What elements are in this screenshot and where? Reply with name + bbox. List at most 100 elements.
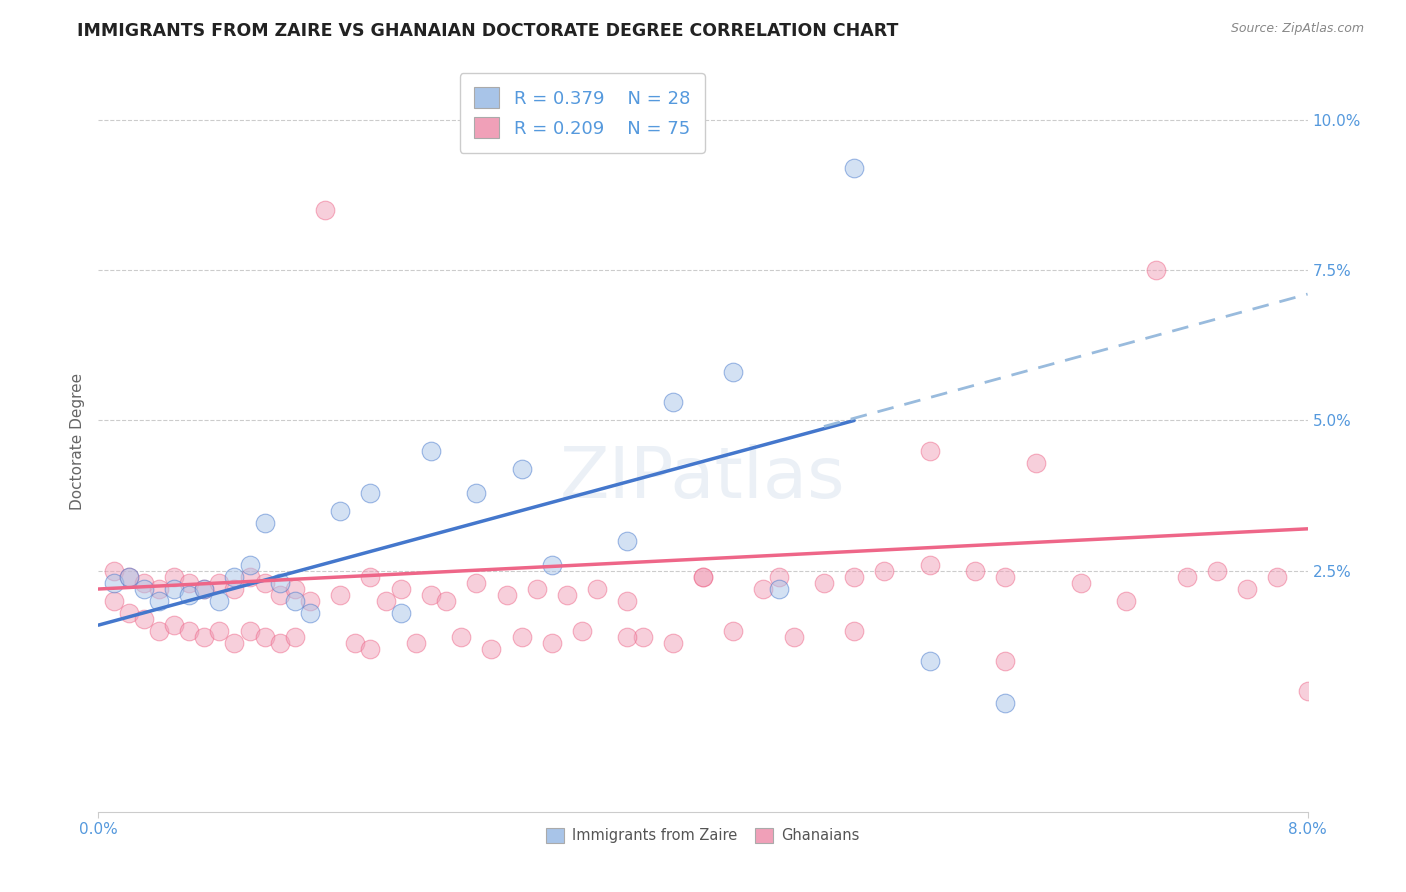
Point [540,636,562,650]
Point [163,570,186,584]
Point [269,636,291,650]
Point [329,588,352,602]
Point [193,630,215,644]
Point [208,594,231,608]
Point [1175,570,1198,584]
Point [344,636,367,650]
Point [1267,570,1289,584]
Point [450,630,472,644]
Point [1206,564,1229,578]
Point [1070,576,1092,591]
Point [586,582,609,596]
Point [495,588,517,602]
Point [103,564,125,578]
Point [118,570,141,584]
Point [179,576,201,591]
Point [239,558,262,572]
Point [389,582,412,596]
Point [994,570,1017,584]
Point [148,582,170,596]
Point [253,576,276,591]
Point [692,570,714,584]
Text: IMMIGRANTS FROM ZAIRE VS GHANAIAN DOCTORATE DEGREE CORRELATION CHART: IMMIGRANTS FROM ZAIRE VS GHANAIAN DOCTOR… [77,22,898,40]
Point [253,630,276,644]
Point [723,624,745,639]
Point [132,576,155,591]
Point [616,630,638,644]
Point [239,570,262,584]
Point [526,582,548,596]
Point [103,594,125,608]
Point [269,576,291,591]
Point [873,564,896,578]
Point [844,161,866,175]
Point [224,636,246,650]
Point [723,365,745,379]
Point [1296,684,1319,698]
Point [269,588,291,602]
Point [132,612,155,626]
Point [224,582,246,596]
Point [420,588,443,602]
Point [768,570,790,584]
Point [118,606,141,620]
Point [405,636,427,650]
Point [510,630,533,644]
Point [481,642,503,657]
Point [918,558,941,572]
Point [434,594,457,608]
Point [163,582,186,596]
Point [360,570,382,584]
Point [193,582,215,596]
Point [616,594,638,608]
Point [179,588,201,602]
Point [844,570,866,584]
Point [208,576,231,591]
Point [555,588,578,602]
Point [661,636,683,650]
Point [118,570,141,584]
Point [163,618,186,632]
Point [918,654,941,668]
Point [918,443,941,458]
Point [813,576,835,591]
Point [253,516,276,530]
Point [299,606,322,620]
Point [661,395,683,409]
Point [768,582,790,596]
Point [389,606,412,620]
Point [103,576,125,591]
Point [1236,582,1258,596]
Point [284,594,307,608]
Point [314,202,336,217]
Point [329,504,352,518]
Point [965,564,987,578]
Point [148,624,170,639]
Y-axis label: Doctorate Degree: Doctorate Degree [70,373,86,510]
Point [465,576,488,591]
Point [994,697,1017,711]
Point [616,533,638,548]
Point [510,461,533,475]
Point [208,624,231,639]
Point [465,485,488,500]
Point [360,485,382,500]
Point [692,570,714,584]
Point [1025,456,1047,470]
Text: Source: ZipAtlas.com: Source: ZipAtlas.com [1230,22,1364,36]
Point [1146,263,1168,277]
Point [752,582,775,596]
Point [193,582,215,596]
Point [148,594,170,608]
Point [420,443,443,458]
Point [374,594,396,608]
Point [994,654,1017,668]
Point [540,558,562,572]
Point [239,624,262,639]
Point [360,642,382,657]
Point [1115,594,1137,608]
Point [284,582,307,596]
Point [783,630,806,644]
Legend: Immigrants from Zaire, Ghanaians: Immigrants from Zaire, Ghanaians [540,822,866,849]
Point [844,624,866,639]
